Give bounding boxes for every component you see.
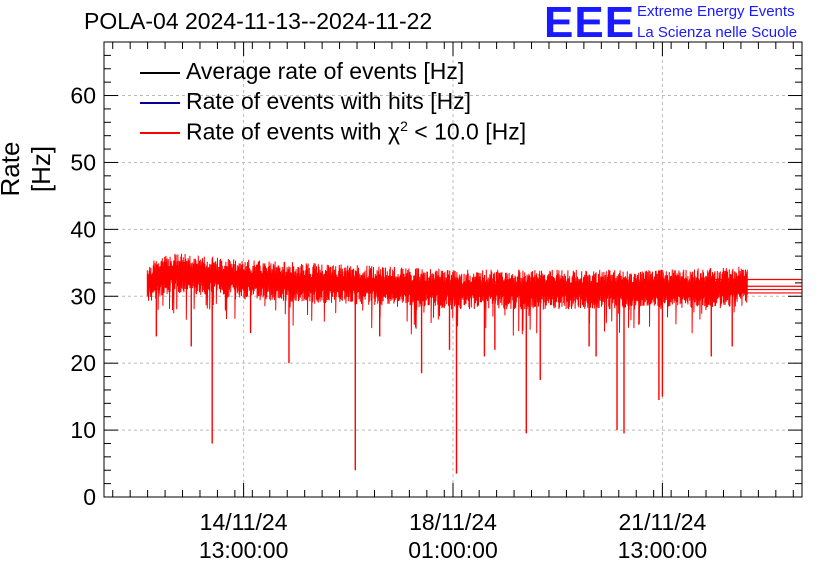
x-axis-ticks: 14/11/2413:00:0018/11/2401:00:0021/11/24… [112, 42, 794, 563]
x-tick-label-time: 13:00:00 [618, 537, 708, 563]
y-tick-label: 0 [83, 484, 96, 510]
y-tick-label: 60 [70, 83, 96, 109]
legend-label-average: Average rate of events [Hz] [186, 58, 465, 84]
x-tick-label-date: 21/11/24 [618, 509, 706, 535]
y-tick-label: 40 [70, 216, 96, 242]
x-tick-label-date: 14/11/24 [200, 509, 288, 535]
legend-chi2-prefix: Rate of events with [186, 118, 388, 145]
logo-caption-1: Extreme Energy Events [637, 3, 795, 20]
y-tick-label: 30 [70, 283, 96, 309]
eee-logo: EEE [544, 0, 636, 47]
legend-label-chi2: Rate of events with χ2 < 10.0 [Hz] [186, 118, 526, 146]
legend-swatch-hits [140, 102, 180, 104]
chi2-rate-trace [146, 253, 802, 474]
legend-swatch-chi2 [140, 132, 180, 134]
legend-swatch-average [140, 72, 180, 74]
chart-title: POLA-04 2024-11-13--2024-11-22 [84, 8, 433, 34]
legend-chi2-sup: 2 [400, 118, 408, 134]
y-tick-label: 50 [70, 149, 96, 175]
y-tick-label: 10 [70, 417, 96, 443]
legend-chi2-suffix: < 10.0 [Hz] [407, 118, 527, 145]
chi2-rate-line [146, 253, 748, 336]
logo-caption-2: La Scienza nelle Scuole [637, 24, 798, 41]
legend-label-hits: Rate of events with hits [Hz] [186, 88, 472, 114]
y-axis-label: Rate [Hz] [0, 141, 56, 197]
x-tick-label-time: 13:00:00 [199, 537, 289, 563]
y-tick-label: 20 [70, 350, 96, 376]
y-axis-ticks: 0 10 20 30 40 50 60 [70, 41, 802, 510]
x-tick-label-time: 01:00:00 [408, 537, 498, 563]
x-tick-label-date: 18/11/24 [409, 509, 497, 535]
legend-chi2-symbol: χ [388, 118, 401, 145]
